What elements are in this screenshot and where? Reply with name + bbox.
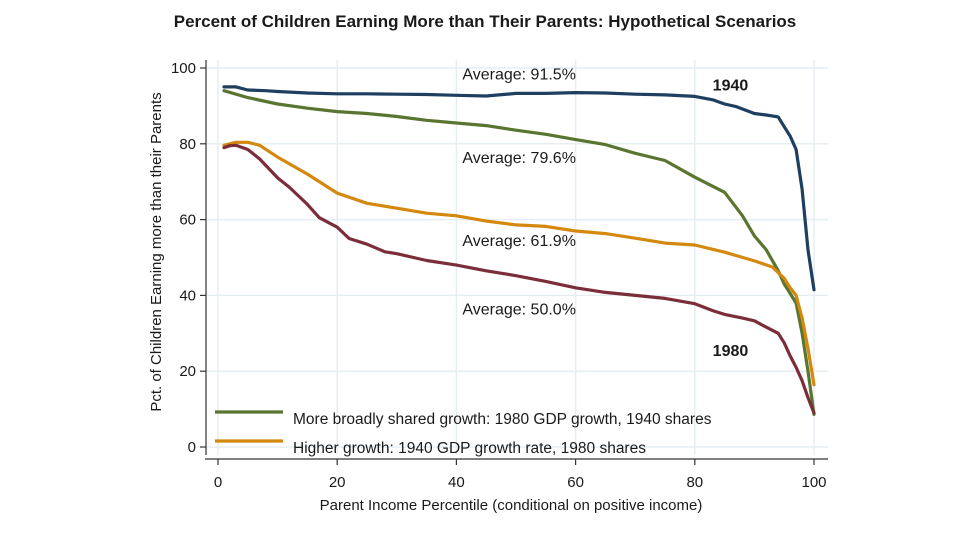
legend-layer: More broadly shared growth: 1980 GDP gro… [215,410,712,457]
annotation-3: Average: 79.6% [462,150,576,167]
series-line-2 [222,89,816,416]
x-tick-label: 100 [801,474,826,491]
grid-layer [205,60,828,455]
x-tick-label: 0 [214,474,222,491]
x-tick-label: 40 [448,474,465,491]
legend-label-2: Higher growth: 1940 GDP growth rate, 198… [293,440,646,457]
x-tick-label: 80 [686,474,703,491]
x-tick-label: 20 [329,474,346,491]
series-line-4 [222,143,816,415]
annotation-4: Average: 61.9% [462,233,576,250]
annotation-5: Average: 50.0% [462,301,576,318]
series-layer [222,85,816,416]
legend-label-1: More broadly shared growth: 1980 GDP gro… [293,411,712,428]
annotation-2: 1940 [713,78,749,95]
annotation-1: Average: 91.5% [462,66,576,83]
y-tick-label: 20 [179,363,196,380]
x-tick-label: 60 [567,474,584,491]
y-tick-label: 40 [179,287,196,304]
series-line-1 [222,85,816,292]
y-tick-label: 0 [188,439,196,456]
y-tick-label: 100 [171,60,196,77]
series-line-3 [222,140,816,387]
axis-layer: 0 20 40 60 80 100 0 20 40 60 80 100 [171,60,828,491]
chart-title: Percent of Children Earning More than Th… [173,12,797,31]
y-tick-label: 60 [179,212,196,229]
annotation-6: 1980 [713,343,749,360]
y-tick-label: 80 [179,136,196,153]
x-axis-title: Parent Income Percentile (conditional on… [320,497,703,514]
y-axis-title: Pct. of Children Earning more than their… [148,92,165,411]
annotation-layer: Average: 91.5% 1940 Average: 79.6% Average:… [462,66,748,360]
